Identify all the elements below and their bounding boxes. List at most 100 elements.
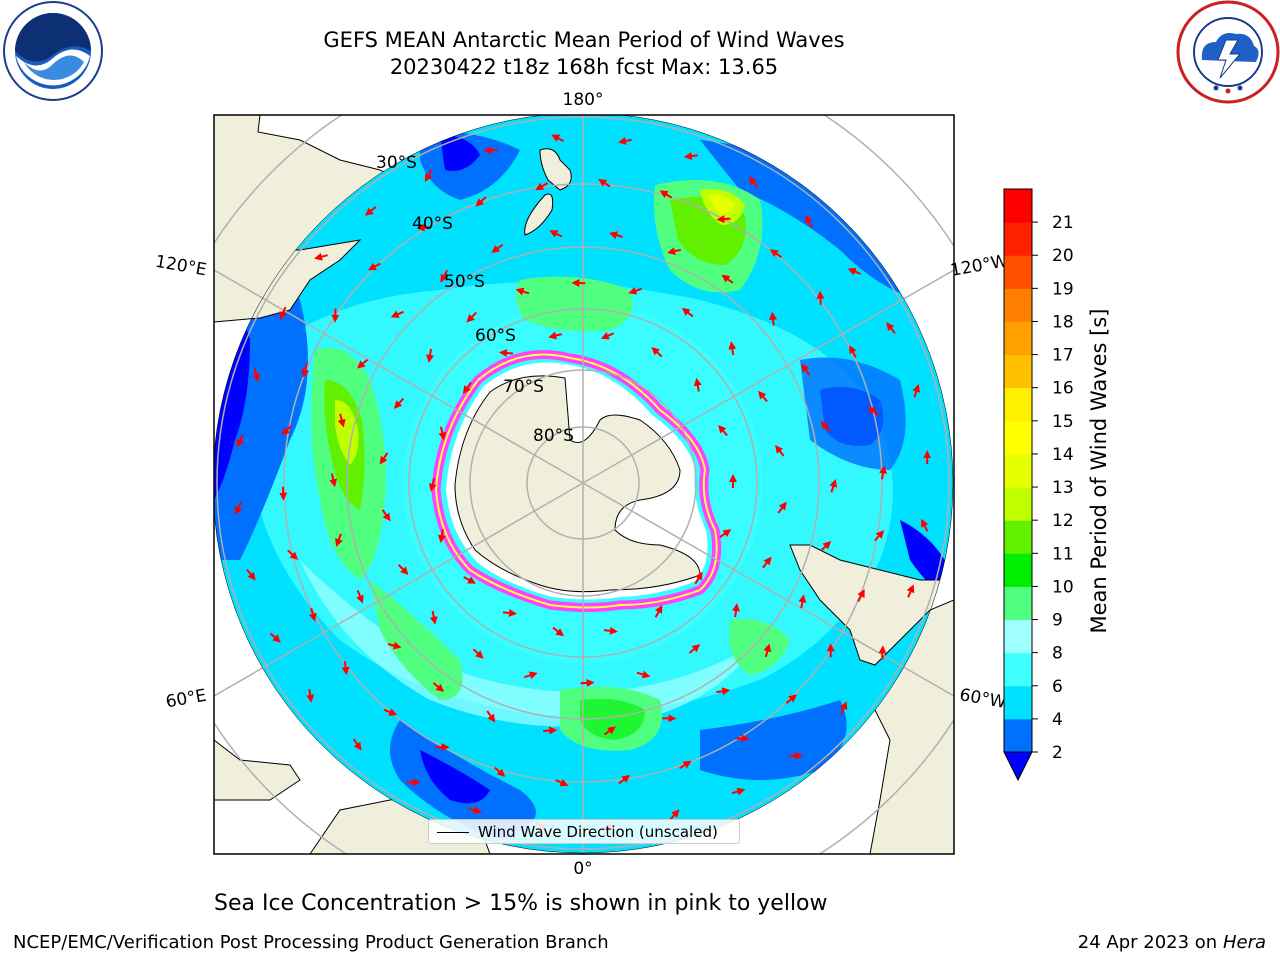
wind-wave-arrow xyxy=(356,358,369,369)
colorbar-segment xyxy=(1004,520,1032,554)
wind-wave-arrow xyxy=(683,152,698,161)
wind-wave-arrow xyxy=(416,223,431,232)
lon-label-60e: 60°E xyxy=(164,686,208,713)
wind-wave-arrow xyxy=(352,738,362,751)
wind-wave-arrow xyxy=(438,426,447,441)
wind-wave-arrow xyxy=(335,533,343,547)
lon-label-180: 180° xyxy=(563,90,604,110)
credit-date: 24 Apr 2023 on Hera xyxy=(1078,931,1266,955)
land-new-zealand-north xyxy=(539,148,572,191)
wind-wave-arrow xyxy=(543,726,558,735)
wind-wave-arrow xyxy=(462,381,472,394)
wind-wave-arrow xyxy=(886,322,896,334)
wind-wave-arrow xyxy=(308,607,317,622)
wind-wave-arrow xyxy=(472,648,484,659)
wind-wave-arrow xyxy=(775,444,785,457)
sea-ice-footnote: Sea Ice Concentration > 15% is shown in … xyxy=(214,891,828,916)
wind-wave-arrow xyxy=(716,687,731,696)
colorbar-segment xyxy=(1004,321,1032,356)
colorbar-tick-label: 16 xyxy=(1052,379,1074,399)
colorbar-tick-label: 21 xyxy=(1052,213,1074,233)
wind-wave-arrow xyxy=(246,568,256,581)
wind-wave-arrow xyxy=(383,708,398,716)
wind-wave-arrow xyxy=(252,368,261,382)
land-new-zealand-south xyxy=(524,193,554,236)
wind-wave-arrow xyxy=(659,190,673,199)
wind-wave-arrow xyxy=(693,377,702,392)
colorbar-segment xyxy=(1004,718,1032,753)
wind-wave-arrow xyxy=(301,363,310,378)
wind-wave-arrow xyxy=(921,518,929,532)
wind-wave-arrow xyxy=(609,231,623,239)
arrow-legend: Wind Wave Direction (unscaled) xyxy=(428,819,740,844)
land-africa-corner xyxy=(214,739,301,801)
wind-wave-arrow xyxy=(847,267,861,276)
wind-wave-arrow xyxy=(306,688,315,703)
wind-wave-arrow xyxy=(466,311,478,323)
wind-wave-arrow xyxy=(801,363,811,376)
wind-wave-arrow xyxy=(429,610,438,625)
land-antarctica xyxy=(454,375,701,593)
wind-wave-arrow xyxy=(463,576,477,584)
map-frame xyxy=(213,114,955,855)
wind-wave-arrow xyxy=(598,178,611,188)
wind-wave-arrow xyxy=(667,247,682,256)
land-south-america xyxy=(789,544,953,666)
wind-wave-arrow xyxy=(857,589,865,602)
wind-wave-arrow xyxy=(499,349,514,358)
wind-wave-arrow xyxy=(314,252,328,261)
wind-wave-arrow xyxy=(548,331,563,340)
wind-wave-arrow xyxy=(552,626,565,637)
colorbar-segment xyxy=(1004,255,1032,289)
map-subtitle: 20230422 t18z 168h fcst Max: 13.65 xyxy=(389,55,779,79)
colorbar-tick-label: 14 xyxy=(1052,445,1074,465)
wind-wave-arrow xyxy=(805,214,813,228)
wind-wave-arrow xyxy=(618,774,631,785)
wind-wave-arrow xyxy=(758,390,768,403)
colorbar-frame xyxy=(1003,188,1033,753)
credit-branch: NCEP/EMC/Verification Post Processing Pr… xyxy=(13,932,609,953)
wind-wave-arrow xyxy=(279,306,287,320)
wind-wave-arrow xyxy=(769,311,778,326)
wind-wave-arrow xyxy=(397,564,409,575)
wind-wave-arrow xyxy=(839,701,848,715)
wind-wave-arrow xyxy=(906,584,915,598)
colorbar: 2 4 6 8 9 10 11 12 13 14 15 16 17 18 19 20 21 xyxy=(1003,188,1074,782)
wind-wave-arrow xyxy=(468,806,483,815)
lon-label-60w: 60°W xyxy=(958,685,1008,713)
wind-wave-arrow xyxy=(491,243,504,253)
lat-label-70s: 70°S xyxy=(503,377,544,397)
wind-wave-arrow xyxy=(762,556,772,569)
graticule xyxy=(214,115,954,854)
wind-wave-arrow xyxy=(728,341,737,356)
lat-label-50s: 50°S xyxy=(444,272,485,292)
wind-wave-arrow xyxy=(874,530,885,542)
map-disk-edge xyxy=(214,115,954,854)
wind-wave-arrow xyxy=(555,778,569,787)
wind-wave-arrow xyxy=(287,549,299,560)
colorbar-tick-label: 6 xyxy=(1052,677,1063,697)
wind-wave-arrow xyxy=(669,809,680,821)
colorbar-segment xyxy=(1004,453,1032,488)
colorbar-tick-label: 13 xyxy=(1052,478,1074,498)
colorbar-tick-label: 20 xyxy=(1052,246,1074,266)
wind-wave-arrow xyxy=(494,766,506,777)
wind-wave-arrow xyxy=(679,760,692,770)
wind-wave-arrow xyxy=(731,787,746,796)
wind-wave-arrows xyxy=(234,134,932,832)
colorbar-segment xyxy=(1004,189,1032,223)
nws-logo xyxy=(1176,0,1280,104)
lat-label-80s: 80°S xyxy=(533,426,574,446)
colorbar-tick-label: 12 xyxy=(1052,511,1074,531)
wind-wave-arrow xyxy=(356,590,364,604)
wind-wave-arrow xyxy=(749,176,759,189)
legend-label: Wind Wave Direction (unscaled) xyxy=(478,823,718,841)
colorbar-segment xyxy=(1004,222,1032,256)
noaa-logo xyxy=(3,1,103,101)
wind-wave-arrow xyxy=(535,182,548,191)
wind-wave-arrow xyxy=(524,671,538,680)
credit-machine: Hera xyxy=(1222,932,1266,953)
wind-wave-arrow xyxy=(820,421,832,432)
wind-wave-arrow xyxy=(788,751,803,760)
colorbar-tick-label: 2 xyxy=(1052,743,1063,763)
